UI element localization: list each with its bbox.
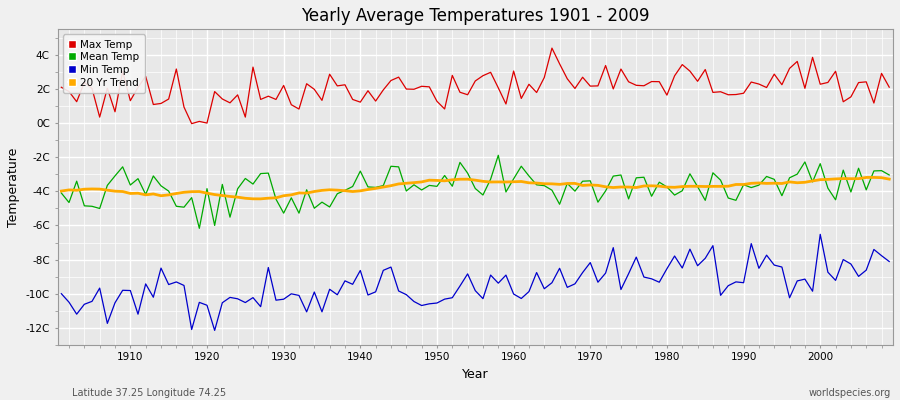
- Legend: Max Temp, Mean Temp, Min Temp, 20 Yr Trend: Max Temp, Mean Temp, Min Temp, 20 Yr Tre…: [63, 34, 145, 93]
- Text: worldspecies.org: worldspecies.org: [809, 388, 891, 398]
- Text: Latitude 37.25 Longitude 74.25: Latitude 37.25 Longitude 74.25: [72, 388, 226, 398]
- Title: Yearly Average Temperatures 1901 - 2009: Yearly Average Temperatures 1901 - 2009: [301, 7, 650, 25]
- X-axis label: Year: Year: [462, 368, 489, 381]
- Y-axis label: Temperature: Temperature: [7, 147, 20, 227]
